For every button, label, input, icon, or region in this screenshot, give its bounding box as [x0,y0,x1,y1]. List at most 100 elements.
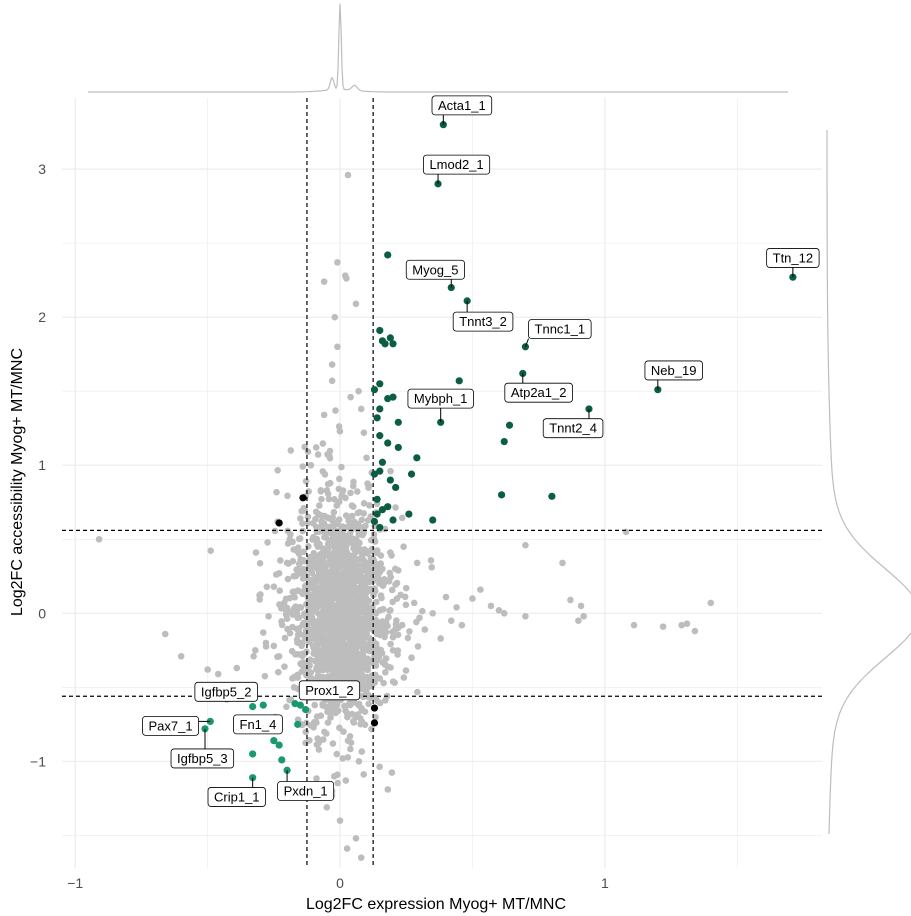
background-point [316,502,323,509]
background-point [356,562,364,569]
background-point [321,533,329,541]
background-point [559,559,566,567]
label-pax7_1: Pax7_1 [142,715,211,736]
background-point [358,718,366,725]
background-point [345,614,352,622]
label-text: Fn1_4 [240,717,277,732]
highlight-point-black [275,519,283,527]
background-point [351,561,359,569]
background-point [320,553,327,561]
label-box [542,418,604,439]
highlight-point-up [394,418,402,426]
background-point [294,631,302,639]
background-point [326,479,334,487]
background-point [458,621,466,629]
background-point [294,544,302,551]
background-point [380,624,387,631]
background-point [291,588,299,595]
background-point [331,313,339,321]
label-text: Mybph_1 [414,391,467,406]
background-point [204,666,211,673]
background-point [297,604,305,611]
background-point [350,478,357,486]
background-point [286,629,294,637]
highlight-point-black [299,494,307,502]
background-point [331,496,338,503]
x-density-curve [88,3,788,93]
background-point [348,524,355,531]
background-point [379,565,386,573]
y-axis-title: Log2FC accessibility Myog+ MT/MNC [9,348,26,616]
background-point [392,504,399,511]
background-point [276,601,283,608]
background-point [367,585,375,593]
label-text: Myog_5 [412,262,458,277]
background-point [328,641,336,648]
background-point [316,651,323,659]
background-point [214,670,222,678]
background-point [354,488,361,495]
label-text: Prox1_2 [305,683,353,698]
highlight-point-up [389,340,397,348]
background-point [334,259,341,266]
background-point [328,361,336,368]
background-point [351,648,358,656]
background-point [325,560,333,567]
background-point [313,775,320,782]
highlight-point-down [294,720,302,728]
background-point [495,607,503,614]
background-point [309,643,317,650]
background-point [355,701,362,709]
background-point [278,621,286,629]
background-point [344,580,351,587]
label-text: Pax7_1 [149,718,193,733]
background-point [256,596,264,603]
label-text: Tnnc1_1 [535,322,586,337]
background-point [313,540,321,548]
background-point [342,512,350,519]
background-point [387,549,394,556]
label-lmod2_1: Lmod2_1 [423,154,491,184]
background-point [366,502,373,509]
highlight-point-down [249,702,257,711]
background-point [302,739,309,747]
label-box [423,154,491,175]
background-point [349,718,357,725]
highlight-point-up [370,386,379,394]
background-point [344,561,351,568]
background-point [410,599,418,607]
background-point [361,681,369,688]
background-point [284,575,292,583]
background-point [310,724,317,731]
background-point [370,531,378,538]
background-point [389,633,397,641]
background-point [318,595,326,602]
background-point [342,272,349,279]
background-point [320,736,327,743]
background-point [363,454,370,462]
background-point [323,730,330,737]
background-point [313,523,320,531]
background-point [317,561,324,568]
highlight-point-up [548,492,556,500]
y-tick-label: −1 [30,753,46,769]
label-mybph_1: Mybph_1 [407,388,474,423]
background-point [352,587,359,595]
label-crip1_1: Crip1_1 [207,777,266,807]
background-point [354,711,362,718]
background-point [359,580,367,588]
background-point [317,487,325,494]
background-point [313,741,321,748]
background-point [388,769,396,776]
background-point [402,601,410,609]
background-point [354,567,362,574]
label-box [528,319,592,339]
background-point [355,531,363,538]
highlight-point-up [384,394,392,403]
background-point [318,512,325,519]
background-point [659,623,667,630]
background-point [375,576,383,583]
background-point [358,748,366,755]
background-point [343,549,351,556]
background-point [361,561,369,568]
